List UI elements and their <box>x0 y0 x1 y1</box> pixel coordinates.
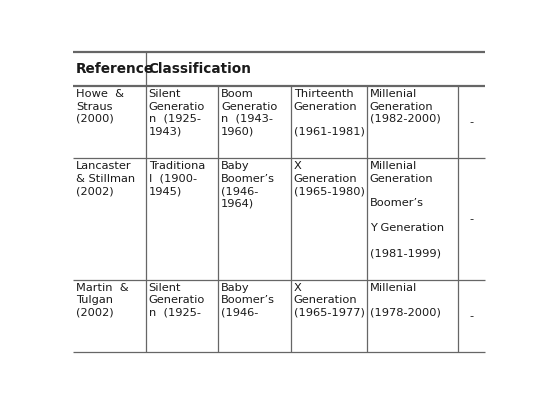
Text: Silent
Generatio
n  (1925-: Silent Generatio n (1925- <box>149 283 205 318</box>
Text: Thirteenth
Generation

(1961-1981): Thirteenth Generation (1961-1981) <box>294 89 364 136</box>
Text: Millenial
Generation
(1982-2000): Millenial Generation (1982-2000) <box>370 89 441 124</box>
Text: X
Generation
(1965-1977): X Generation (1965-1977) <box>294 283 364 318</box>
Text: Millenial
Generation

Boomer’s

Y Generation

(1981-1999): Millenial Generation Boomer’s Y Generati… <box>370 161 444 258</box>
Text: Boom
Generatio
n  (1943-
1960): Boom Generatio n (1943- 1960) <box>221 89 277 136</box>
Text: Lancaster
& Stillman
(2002): Lancaster & Stillman (2002) <box>76 161 135 196</box>
Text: Martin  &
Tulgan
(2002): Martin & Tulgan (2002) <box>76 283 128 318</box>
Text: X
Generation
(1965-1980): X Generation (1965-1980) <box>294 161 364 196</box>
Text: Reference: Reference <box>76 62 154 76</box>
Text: -: - <box>469 117 473 127</box>
Text: Silent
Generatio
n  (1925-
1943): Silent Generatio n (1925- 1943) <box>149 89 205 136</box>
Text: Classification: Classification <box>149 62 251 76</box>
Text: -: - <box>469 311 473 321</box>
Text: Millenial

(1978-2000): Millenial (1978-2000) <box>370 283 441 318</box>
Text: Baby
Boomer’s
(1946-: Baby Boomer’s (1946- <box>221 283 275 318</box>
Text: Howe  &
Straus
(2000): Howe & Straus (2000) <box>76 89 124 124</box>
Text: -: - <box>469 214 473 224</box>
Text: Baby
Boomer’s
(1946-
1964): Baby Boomer’s (1946- 1964) <box>221 161 275 209</box>
Text: Traditiona
l  (1900-
1945): Traditiona l (1900- 1945) <box>149 161 205 196</box>
